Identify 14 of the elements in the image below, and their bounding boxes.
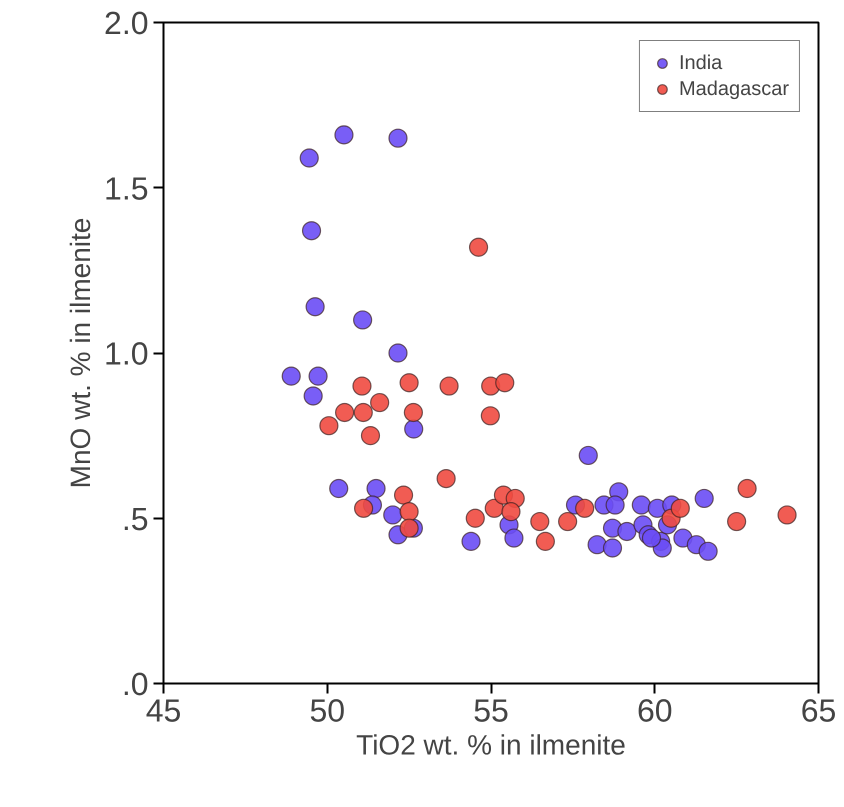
y-tick-label: 1.0 [104,336,148,372]
x-axis-title: TiO2 wt. % in ilmenite [356,730,626,760]
legend-label: India [678,52,722,74]
x-tick-label: 45 [146,692,182,728]
y-tick-label: 1.5 [104,170,148,206]
y-tick-label: .5 [122,500,148,537]
x-tick-label: 55 [473,692,509,728]
y-axis-title: MnO wt. % in ilmenite [65,218,96,488]
x-tick-label: 50 [309,692,346,728]
y-tick-label: 2.0 [104,5,148,41]
x-tick-label: 60 [636,692,673,728]
legend-label: Madagascar [678,78,789,100]
x-tick-label: 65 [800,692,836,728]
y-tick-label: .0 [122,666,148,702]
